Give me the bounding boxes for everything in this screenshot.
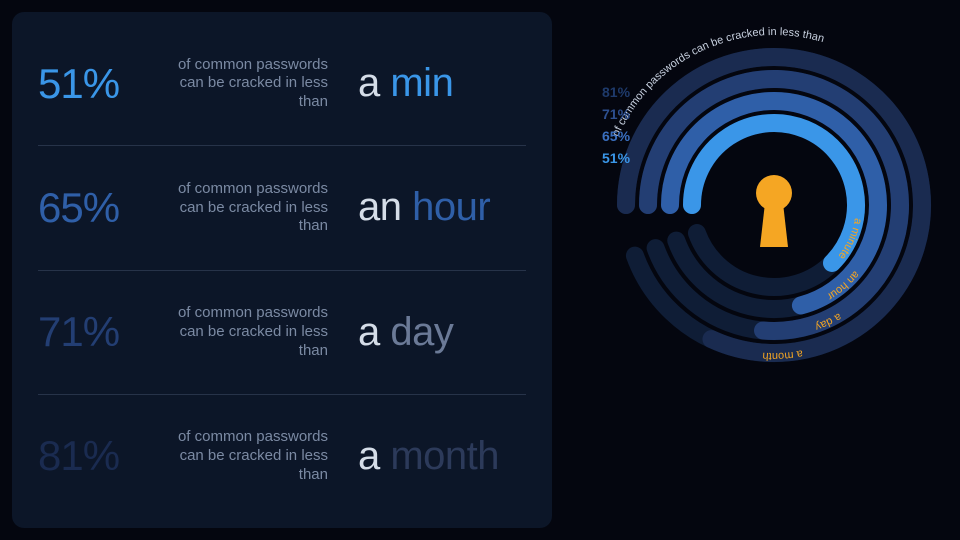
stat-timeframe: a min — [358, 61, 526, 106]
keyhole-icon — [756, 175, 792, 247]
stats-panel: 51%of common passwords can be cracked in… — [12, 12, 552, 528]
stat-timeframe: an hour — [358, 185, 526, 230]
timeframe-unit: hour — [412, 185, 490, 229]
stat-description: of common passwords can be cracked in le… — [168, 428, 358, 484]
stat-row: 71%of common passwords can be cracked in… — [38, 271, 526, 395]
timeframe-article: a — [358, 434, 390, 478]
stat-description: of common passwords can be cracked in le… — [168, 304, 358, 360]
timeframe-unit: day — [390, 310, 453, 354]
stat-timeframe: a month — [358, 434, 526, 479]
arc-pct-label: 81% — [602, 84, 631, 100]
stat-row: 51%of common passwords can be cracked in… — [38, 22, 526, 146]
timeframe-unit: min — [390, 61, 453, 105]
timeframe-article: a — [358, 61, 390, 105]
stat-percentage: 81% — [38, 432, 168, 480]
stat-row: 65%of common passwords can be cracked in… — [38, 146, 526, 270]
stat-percentage: 51% — [38, 60, 168, 108]
arc-pct-label: 65% — [602, 128, 631, 144]
stat-percentage: 65% — [38, 184, 168, 232]
timeframe-article: an — [358, 185, 412, 229]
radial-chart: of common passwords can be cracked in le… — [564, 0, 960, 540]
stat-description: of common passwords can be cracked in le… — [168, 56, 358, 112]
stat-timeframe: a day — [358, 310, 526, 355]
stat-percentage: 71% — [38, 308, 168, 356]
arc-pct-label: 51% — [602, 150, 631, 166]
timeframe-article: a — [358, 310, 390, 354]
stat-description: of common passwords can be cracked in le… — [168, 180, 358, 236]
arc-pct-label: 71% — [602, 106, 631, 122]
timeframe-unit: month — [390, 434, 499, 478]
stat-row: 81%of common passwords can be cracked in… — [38, 395, 526, 518]
